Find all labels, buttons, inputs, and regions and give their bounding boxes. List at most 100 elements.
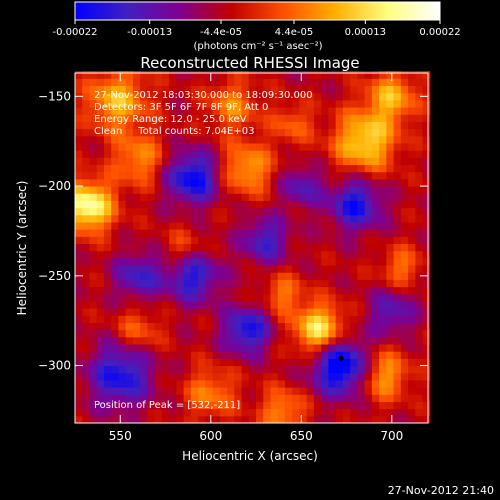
heatmap-cell <box>335 322 344 331</box>
heatmap-cell <box>328 128 337 137</box>
heatmap-cell <box>198 329 206 338</box>
heatmap-cell <box>408 322 416 331</box>
heatmap-cell <box>408 329 416 338</box>
heatmap-cell <box>169 186 177 194</box>
heatmap-cell <box>161 408 170 417</box>
heatmap-cell <box>306 107 315 115</box>
heatmap-cell <box>169 250 177 259</box>
heatmap-cell <box>147 387 156 395</box>
heatmap-cell <box>132 135 141 144</box>
heatmap-cell <box>415 221 424 230</box>
heatmap-cell <box>227 236 235 245</box>
heatmap-cell <box>161 92 170 101</box>
heatmap-cell <box>75 171 83 180</box>
heatmap-cell <box>103 322 112 331</box>
heatmap-cell <box>422 250 431 259</box>
heatmap-cell <box>350 135 358 144</box>
heatmap-cell <box>299 365 308 374</box>
heatmap-cell <box>140 387 148 395</box>
heatmap-cell <box>154 114 163 122</box>
heatmap-cell <box>270 200 279 209</box>
heatmap-cell <box>154 171 163 180</box>
heatmap-cell <box>118 236 127 245</box>
heatmap-cell <box>132 150 141 158</box>
heatmap-cell <box>183 114 192 122</box>
heatmap-cell <box>393 243 402 252</box>
heatmap-cell <box>75 200 83 209</box>
heatmap-cell <box>350 351 358 359</box>
heatmap-cell <box>371 78 380 87</box>
heatmap-cell <box>219 71 228 79</box>
heatmap-cell <box>393 178 402 187</box>
heatmap-cell <box>342 71 351 79</box>
heatmap-cell <box>205 365 214 374</box>
heatmap-cell <box>277 257 286 266</box>
heatmap-cell <box>400 408 409 417</box>
heatmap-cell <box>103 85 112 94</box>
x-axis-label: Heliocentric X (arcsec) <box>182 449 318 463</box>
heatmap-cell <box>183 415 192 424</box>
heatmap-cell <box>118 387 127 395</box>
heatmap-cell <box>190 300 199 309</box>
colorbar-tick-label: -0.00022 <box>53 27 98 38</box>
heatmap-cell <box>321 71 329 79</box>
heatmap-cell <box>140 300 148 309</box>
heatmap-cell <box>212 351 221 359</box>
heatmap-cell <box>132 207 141 216</box>
heatmap-cell <box>270 257 279 266</box>
heatmap-cell <box>82 92 90 101</box>
heatmap-cell <box>111 143 119 151</box>
heatmap-cell <box>96 279 105 288</box>
heatmap-cell <box>313 358 322 367</box>
heatmap-cell <box>357 300 366 309</box>
heatmap-cell <box>321 157 329 166</box>
heatmap-cell <box>313 78 322 87</box>
heatmap-cell <box>234 135 243 144</box>
heatmap-cell <box>147 372 156 381</box>
heatmap-cell <box>299 344 308 352</box>
heatmap-cell <box>227 308 235 316</box>
heatmap-cell <box>75 71 83 79</box>
heatmap-cell <box>284 286 293 295</box>
heatmap-cell <box>335 92 344 101</box>
heatmap-cell <box>350 243 358 252</box>
heatmap-cell <box>393 193 402 201</box>
heatmap-cell <box>103 186 112 194</box>
heatmap-cell <box>89 243 98 252</box>
heatmap-cell <box>400 243 409 252</box>
heatmap-cell <box>212 279 221 288</box>
heatmap-cell <box>227 379 235 388</box>
heatmap-cell <box>400 279 409 288</box>
heatmap-cell <box>400 214 409 223</box>
heatmap-cell <box>350 379 358 388</box>
heatmap-cell <box>75 135 83 144</box>
heatmap-cell <box>313 178 322 187</box>
heatmap-cell <box>241 171 250 180</box>
heatmap-cell <box>313 379 322 388</box>
heatmap-cell <box>161 358 170 367</box>
heatmap-cell <box>263 143 272 151</box>
heatmap-cell <box>227 178 235 187</box>
heatmap-cell <box>234 372 243 381</box>
heatmap-cell <box>111 114 119 122</box>
y-axis-label: Heliocentric Y (arcsec) <box>15 181 29 316</box>
heatmap-cell <box>379 379 387 388</box>
heatmap-cell <box>103 272 112 280</box>
heatmap-cell <box>270 157 279 166</box>
heatmap-cell <box>125 286 134 295</box>
heatmap-cell <box>154 322 163 331</box>
heatmap-cell <box>154 408 163 417</box>
heatmap-cell <box>169 351 177 359</box>
heatmap-cell <box>393 99 402 108</box>
heatmap-cell <box>212 207 221 216</box>
heatmap-cell <box>161 379 170 388</box>
heatmap-cell <box>256 193 264 201</box>
heatmap-cell <box>393 293 402 302</box>
heatmap-cell <box>190 114 199 122</box>
heatmap-cell <box>103 171 112 180</box>
heatmap-cell <box>227 135 235 144</box>
heatmap-cell <box>103 265 112 273</box>
heatmap-cell <box>118 92 127 101</box>
heatmap-cell <box>342 193 351 201</box>
heatmap-cell <box>205 265 214 273</box>
